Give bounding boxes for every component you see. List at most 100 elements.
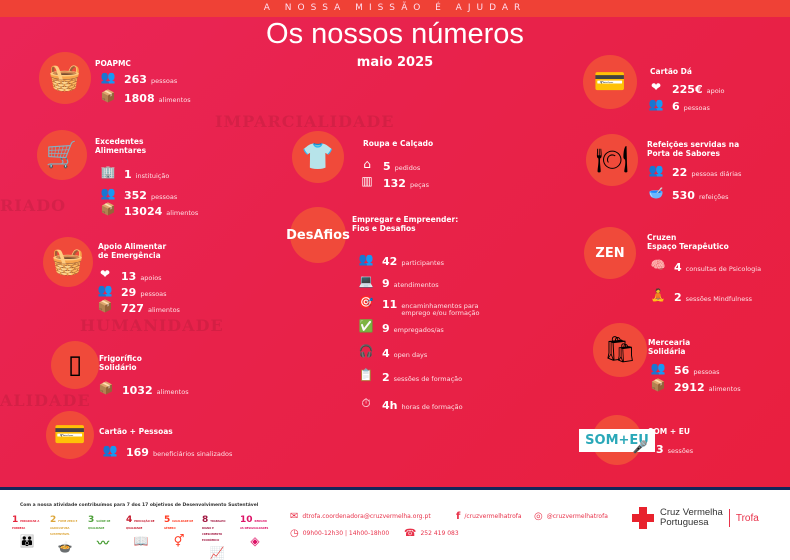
stat-row: 🎤 3 sessões xyxy=(633,440,694,456)
stat-value: 132 xyxy=(383,177,406,190)
stat-row: 👥 22 pessoas diárias xyxy=(649,163,742,179)
ods-number: 1 xyxy=(12,515,19,525)
instagram-link[interactable]: ◎ @cruzvermelhatrofa xyxy=(534,511,608,522)
ods-goal-5: 5 IGUALDADE DE GÉNERO ⚥ xyxy=(164,515,194,548)
section-title-line: de Emergência xyxy=(98,251,161,260)
brand-line1: Cruz Vermelha xyxy=(660,507,723,518)
ods-icon: 📖 xyxy=(133,534,149,548)
building-icon: 🏢 xyxy=(100,165,116,179)
section-title: Refeições servidas na Porta de Sabores xyxy=(647,140,739,158)
stat-value: 9 xyxy=(382,277,390,290)
section-title-line: Mercearia xyxy=(648,338,691,347)
fruit-basket-icon: 🧺 xyxy=(43,237,93,287)
microphone-icon: 🎤 xyxy=(632,440,648,454)
heart-hand-icon: ❤ xyxy=(99,267,111,281)
brain-hands-icon: 🧠 xyxy=(650,258,666,272)
people-icon: 👥 xyxy=(100,70,116,84)
stat-value: 1032 xyxy=(122,384,153,397)
som-eu-logo-icon: SOM+EU xyxy=(579,415,655,465)
section-title: Cartão Dá xyxy=(650,67,692,76)
stat-row: ❤ 225€ apoio xyxy=(651,80,725,96)
stat-value: 1 xyxy=(124,168,132,181)
checkmark-icon: ✅ xyxy=(358,319,374,333)
ods-icon: ◈ xyxy=(250,534,260,548)
ods-label: SAÚDE DE QUALIDADE xyxy=(88,520,111,530)
section-title: Empregar e Empreender: Fios e Desafios xyxy=(352,215,458,233)
ods-icon: ⚥ xyxy=(173,534,185,548)
stat-value: 3 xyxy=(656,443,664,456)
stat-value: 56 xyxy=(674,364,690,377)
stat-label: refeições xyxy=(698,193,729,201)
section-title-line: Apoio Alimentar xyxy=(98,242,167,251)
stat-value: 727 xyxy=(121,302,144,315)
clothes-rack-icon: ▥ xyxy=(361,174,373,188)
ods-icon: 🍲 xyxy=(57,540,73,554)
stat-value: 2912 xyxy=(674,381,705,394)
section-title-line: POAPMC xyxy=(95,59,131,68)
presentation-icon: 📋 xyxy=(358,368,374,382)
headset-icon: 🎧 xyxy=(358,344,374,358)
section-title: POAPMC xyxy=(95,59,131,68)
stat-row: 🎧 4 open days xyxy=(359,344,428,360)
stat-value: 42 xyxy=(382,255,398,268)
section-title-line: Solidário xyxy=(99,363,137,372)
ods-number: 4 xyxy=(126,515,133,525)
phone-link[interactable]: ☎ 252 419 083 xyxy=(404,528,459,539)
stat-row: 👥 56 pessoas xyxy=(651,361,720,377)
opening-hours: ◷ 09h00-12h30 | 14h00-18h00 xyxy=(290,528,389,539)
picnic-basket-icon: 🧺 xyxy=(39,52,91,104)
ods-number: 10 xyxy=(240,515,253,525)
stat-value: 11 xyxy=(382,298,398,311)
section-title-line: Excedentes xyxy=(95,137,144,146)
stat-row: 👥 6 pessoas xyxy=(649,97,710,113)
stat-value: 13024 xyxy=(124,205,163,218)
stat-row: 📦 2912 alimentos xyxy=(651,378,741,394)
people-icon: 👥 xyxy=(648,97,664,111)
ods-label: REDUZIR AS DESIGUALDADES xyxy=(240,520,269,530)
red-cross-icon xyxy=(632,507,654,529)
stat-value: 169 xyxy=(126,446,149,459)
support-desk-icon: 💻 xyxy=(358,274,374,288)
stat-value: 4 xyxy=(382,347,390,360)
stat-value: 6 xyxy=(672,100,680,113)
meditation-icon: 🧘 xyxy=(650,288,666,302)
soup-bowl-icon: 🥣 xyxy=(648,186,664,200)
section-title-line: Porta de Sabores xyxy=(647,149,720,158)
facebook-link[interactable]: f/cruzvermelhatrofa xyxy=(456,511,522,522)
brand-branch: Trofa xyxy=(735,512,759,524)
section-title: Excedentes Alimentares xyxy=(95,137,146,155)
section-title-line: Cruzen xyxy=(647,233,677,242)
email-link[interactable]: ✉ dtrofa.coordenadora@cruzvermelha.org.pt xyxy=(290,511,431,522)
stat-row: 🧘 2 sessões Mindfulness xyxy=(651,288,753,304)
stat-label: alimentos xyxy=(147,306,180,314)
stat-label: sessões xyxy=(667,447,694,455)
stat-label: horas de formação xyxy=(401,403,463,411)
stat-label: pessoas xyxy=(150,77,178,85)
stat-row: 🏢 1 instituição xyxy=(101,165,170,181)
food-box-icon: 📦 xyxy=(650,378,666,392)
ods-goal-3: 3 SAÚDE DE QUALIDADE 〰 xyxy=(88,515,118,550)
ods-goal-10: 10 REDUZIR AS DESIGUALDADES ◈ xyxy=(240,515,270,548)
watermark: HUMANIDADE xyxy=(80,316,224,335)
stat-value: 1808 xyxy=(124,92,155,105)
stat-row: 🎯 11 encaminhamentos para emprego e/ou for… xyxy=(359,295,480,317)
stat-row: 👥 263 pessoas xyxy=(101,70,178,86)
stat-label: alimentos xyxy=(166,209,199,217)
section-title: Mercearia Solidária xyxy=(648,338,690,356)
stat-label: encaminhamentos para emprego e/ou formaç… xyxy=(401,302,480,317)
logo-text: DesAfios xyxy=(286,227,350,243)
ods-goal-1: 1 ERRADICAR A POBREZA 👪 xyxy=(12,515,42,548)
stat-label: pessoas diárias xyxy=(691,170,742,178)
stat-label: consultas de Psicologia xyxy=(685,265,762,273)
logo-text: SOM+EU xyxy=(579,428,655,452)
brand-line2: Portuguesa xyxy=(660,517,709,528)
section-title-line: Refeições servidas na xyxy=(647,140,740,149)
ods-number: 2 xyxy=(50,515,57,525)
poster: A NOSSA MISSÃO É AJUDAR IMPARCIALIDADE R… xyxy=(0,0,790,487)
stat-label: open days xyxy=(393,351,428,359)
stat-value: 263 xyxy=(124,73,147,86)
stat-value: 29 xyxy=(121,286,137,299)
stat-row: 📋 2 sessões de formação xyxy=(359,368,463,384)
stat-value: 13 xyxy=(121,270,137,283)
stat-row: 👥 169 beneficiários sinalizados xyxy=(103,443,233,459)
